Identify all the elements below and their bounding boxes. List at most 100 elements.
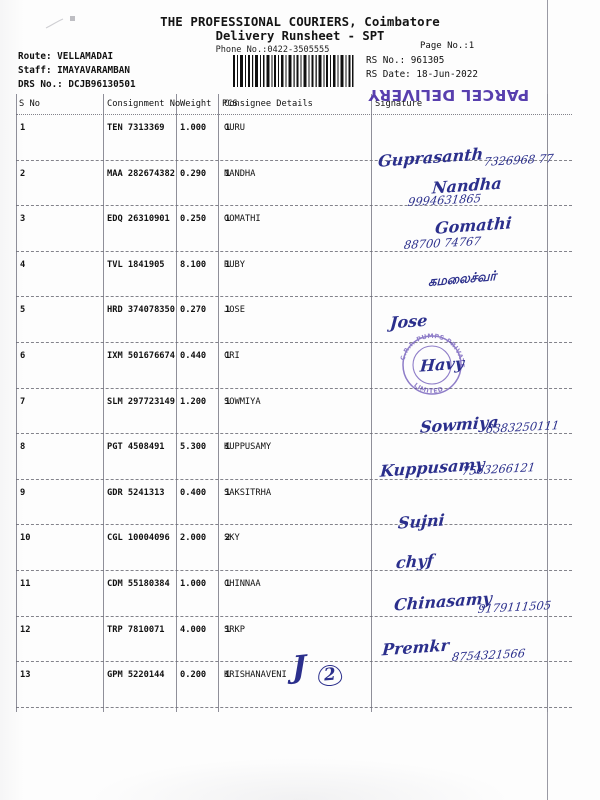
row-separator (16, 478, 572, 480)
cell-consignment-no: GDR 5241313 (107, 487, 165, 498)
svg-text:C.R.I. PUMPS PRIVATE: C.R.I. PUMPS PRIVATE (400, 333, 465, 368)
cell-sno: 3 (20, 214, 26, 225)
cell-sno: 2 (20, 168, 26, 179)
table-row[interactable]: 4 TVL 1841905 8.100 1 RUBY (16, 259, 572, 279)
cell-sno: 13 (20, 670, 31, 681)
table-row[interactable]: 12 TRP 7810071 4.000 1 SRKP (16, 624, 572, 644)
cell-sno: 4 (20, 259, 26, 270)
th-pcs: PCS (222, 99, 238, 109)
cell-pcs: 1 (225, 305, 231, 316)
row-separator (16, 205, 572, 207)
row-separator (16, 342, 572, 343)
table-row[interactable]: 2 MAA 282674382 0.290 1 NANDHA (16, 168, 572, 188)
column-divider-sno (16, 94, 17, 712)
cell-consignee: SRKP (224, 624, 245, 635)
company-title: THE PROFESSIONAL COURIERS, Coimbatore (160, 14, 440, 29)
table-row[interactable]: 13 GPM 5220144 0.200 1 KRISHANAVENI (16, 669, 572, 689)
cell-consignment-no: GPM 5220144 (107, 670, 165, 681)
cell-pcs: 1 (225, 123, 231, 133)
row-separator (16, 296, 572, 298)
runsheet-table: S No Consignment No Weight PCS Consignee… (16, 94, 572, 712)
column-divider-signature (371, 94, 372, 712)
cell-consignee: SKY (224, 533, 240, 544)
cell-sno: 1 (20, 123, 26, 133)
cell-weight: 0.250 (180, 214, 207, 225)
cell-weight: 0.270 (180, 305, 207, 316)
cell-weight: 4.000 (180, 624, 207, 635)
table-row[interactable]: 9 GDR 5241313 0.400 1 SAKSITRHA (16, 487, 572, 507)
row-separator (16, 250, 572, 252)
cell-pcs: 1 (225, 442, 231, 453)
cell-pcs: 1 (225, 168, 231, 179)
document-subtitle: Delivery Runsheet - SPT (215, 29, 385, 43)
cell-consignment-no: HRD 374078350 (107, 305, 175, 316)
cell-weight: 0.400 (180, 487, 207, 498)
row-separator (16, 159, 572, 161)
column-divider-consignment (103, 94, 104, 712)
cell-pcs: 1 (225, 259, 231, 270)
cell-weight: 0.440 (180, 351, 207, 361)
table-row[interactable]: 11 CDM 55180384 1.000 1 CHINNAA (16, 578, 572, 598)
page-number: Page No.:1 (420, 41, 475, 51)
rs-number-label: RS No.: 961305 (366, 55, 445, 66)
cell-consignment-no: CGL 10004096 (107, 533, 170, 544)
cell-consignee: GOMATHI (224, 214, 261, 225)
row-separator (16, 387, 572, 389)
cell-consignee: JOSE (224, 305, 245, 316)
cell-consignment-no: CDM 55180384 (107, 579, 170, 589)
cell-pcs: 1 (225, 624, 231, 635)
row-separator (16, 615, 572, 617)
cell-weight: 1.000 (180, 123, 207, 133)
row-separator (16, 706, 572, 708)
cell-weight: 0.290 (180, 168, 207, 179)
runsheet-left-meta: Route: VELLAMADAI Staff: IMAYAVARAMBAN D… (18, 50, 136, 93)
pencil-mark-icon (45, 16, 75, 29)
table-row[interactable]: 1 TEN 7313369 1.000 1 GURU (16, 122, 572, 142)
cell-consignee: GURU (224, 123, 245, 133)
cell-consignee: SAKSITRHA (224, 487, 272, 498)
barcode (232, 55, 354, 87)
column-divider-weight (176, 94, 177, 712)
column-divider-pcs (218, 94, 219, 712)
runsheet-right-meta: RS No.: 961305 RS Date: 18-Jun-2022 (366, 54, 478, 82)
header-separator (16, 114, 572, 115)
cri-pumps-round-stamp: C.R.I. PUMPS PRIVATE LIMITED (400, 333, 465, 395)
column-divider-right (547, 94, 548, 712)
cell-sno: 8 (20, 442, 26, 453)
cell-weight: 0.200 (180, 670, 207, 681)
cell-consignee: RUBY (224, 259, 245, 270)
table-row[interactable]: 6 IXM 501676674 0.440 1 CRI (16, 350, 572, 370)
cell-sno: 9 (20, 487, 26, 498)
cell-weight: 2.000 (180, 533, 207, 544)
table-row[interactable]: 3 EDQ 26310901 0.250 1 GOMATHI (16, 213, 572, 233)
table-row[interactable]: 5 HRD 374078350 0.270 1 JOSE (16, 304, 572, 324)
cell-consignment-no: TRP 7810071 (107, 624, 165, 635)
cell-sno: 7 (20, 396, 26, 407)
rs-date-label: RS Date: 18-Jun-2022 (366, 69, 478, 81)
cell-consignment-no: EDQ 26310901 (107, 214, 170, 225)
parcel-delivery-stamp: PARCEL DELIVERY (368, 86, 530, 104)
cell-consignee: KRISHANAVENI (224, 670, 287, 681)
th-consignment: Consignment No (107, 99, 181, 109)
cell-consignment-no: PGT 4508491 (107, 442, 165, 453)
cell-weight: 8.100 (180, 259, 207, 270)
cell-consignment-no: TEN 7313369 (107, 123, 165, 133)
row-separator (16, 524, 572, 526)
cell-pcs: 1 (225, 214, 231, 225)
cell-sno: 12 (20, 624, 31, 635)
cell-consignment-no: TVL 1841905 (107, 259, 165, 270)
cell-pcs: 1 (225, 396, 231, 407)
cell-weight: 5.300 (180, 442, 207, 453)
table-row[interactable]: 8 PGT 4508491 5.300 1 KUPPUSAMY (16, 441, 572, 461)
cell-sno: 10 (20, 533, 31, 544)
cell-pcs: 1 (225, 579, 231, 589)
cell-pcs: 2 (225, 533, 231, 544)
th-signature: Signature (375, 99, 423, 109)
table-row[interactable]: 7 SLM 297723149 1.200 1 SOWMIYA (16, 396, 572, 416)
cell-consignee: CRI (224, 351, 240, 361)
th-consignee: Consignee Details (224, 99, 313, 109)
row-separator (16, 570, 572, 571)
cell-pcs: 1 (225, 670, 231, 681)
table-row[interactable]: 10 CGL 10004096 2.000 2 SKY (16, 532, 572, 552)
